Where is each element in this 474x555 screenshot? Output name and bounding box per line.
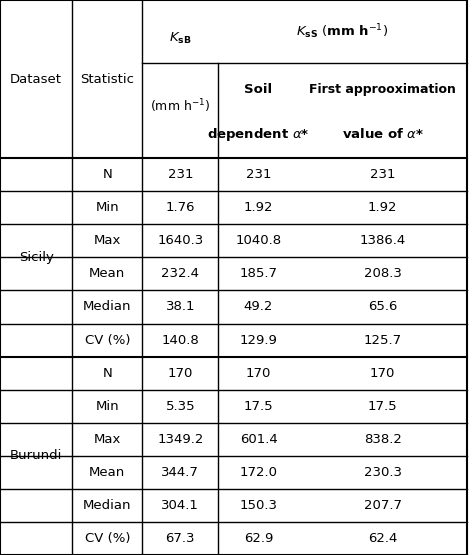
- Text: 185.7: 185.7: [239, 268, 278, 280]
- Text: 170: 170: [370, 367, 395, 380]
- Text: 170: 170: [246, 367, 271, 380]
- Text: 232.4: 232.4: [161, 268, 200, 280]
- Text: 344.7: 344.7: [162, 466, 199, 479]
- Text: 838.2: 838.2: [364, 433, 401, 446]
- Text: Median: Median: [83, 499, 132, 512]
- Text: 208.3: 208.3: [364, 268, 401, 280]
- Text: 150.3: 150.3: [239, 499, 278, 512]
- Text: Mean: Mean: [89, 268, 126, 280]
- Text: Soil: Soil: [245, 83, 273, 97]
- Text: 1.92: 1.92: [368, 201, 397, 214]
- Text: 38.1: 38.1: [165, 300, 195, 314]
- Text: 125.7: 125.7: [364, 334, 402, 346]
- Text: 140.8: 140.8: [162, 334, 199, 346]
- Text: Dataset: Dataset: [10, 73, 62, 85]
- Text: 5.35: 5.35: [165, 400, 195, 413]
- Text: $(\mathregular{mm\ h}^{-1})$: $(\mathregular{mm\ h}^{-1})$: [150, 97, 210, 115]
- Text: Burundi: Burundi: [10, 450, 63, 462]
- Text: dependent $\alpha$*: dependent $\alpha$*: [207, 126, 310, 143]
- Text: Sicily: Sicily: [19, 251, 54, 264]
- Text: $K_{\mathregular{sB}}$: $K_{\mathregular{sB}}$: [169, 31, 191, 46]
- Text: 1386.4: 1386.4: [360, 234, 406, 248]
- Text: CV (%): CV (%): [84, 532, 130, 545]
- Text: CV (%): CV (%): [84, 334, 130, 346]
- Text: First approoximation: First approoximation: [309, 83, 456, 97]
- Text: 17.5: 17.5: [244, 400, 273, 413]
- Text: 231: 231: [168, 168, 193, 181]
- Text: Statistic: Statistic: [80, 73, 134, 85]
- Text: 170: 170: [168, 367, 193, 380]
- Text: 230.3: 230.3: [364, 466, 401, 479]
- Text: 62.9: 62.9: [244, 532, 273, 545]
- Text: 304.1: 304.1: [162, 499, 199, 512]
- Text: 1.76: 1.76: [165, 201, 195, 214]
- Text: 601.4: 601.4: [240, 433, 277, 446]
- Text: 1640.3: 1640.3: [157, 234, 203, 248]
- Text: 62.4: 62.4: [368, 532, 397, 545]
- Text: N: N: [102, 367, 112, 380]
- Text: 231: 231: [246, 168, 271, 181]
- Text: 65.6: 65.6: [368, 300, 397, 314]
- Text: Median: Median: [83, 300, 132, 314]
- Text: Min: Min: [96, 201, 119, 214]
- Text: Min: Min: [96, 400, 119, 413]
- Text: 1349.2: 1349.2: [157, 433, 203, 446]
- Text: 67.3: 67.3: [165, 532, 195, 545]
- Text: 231: 231: [370, 168, 395, 181]
- Text: $K_{\mathregular{sS}}\ (\mathregular{mm\ h}^{-1})$: $K_{\mathregular{sS}}\ (\mathregular{mm\…: [296, 22, 389, 41]
- Text: Mean: Mean: [89, 466, 126, 479]
- Text: 49.2: 49.2: [244, 300, 273, 314]
- Text: 17.5: 17.5: [368, 400, 398, 413]
- Text: value of $\alpha$*: value of $\alpha$*: [342, 128, 424, 142]
- Text: 172.0: 172.0: [239, 466, 278, 479]
- Text: N: N: [102, 168, 112, 181]
- Text: 207.7: 207.7: [364, 499, 401, 512]
- Text: 129.9: 129.9: [239, 334, 277, 346]
- Text: Max: Max: [94, 234, 121, 248]
- Text: Max: Max: [94, 433, 121, 446]
- Text: 1040.8: 1040.8: [236, 234, 282, 248]
- Text: 1.92: 1.92: [244, 201, 273, 214]
